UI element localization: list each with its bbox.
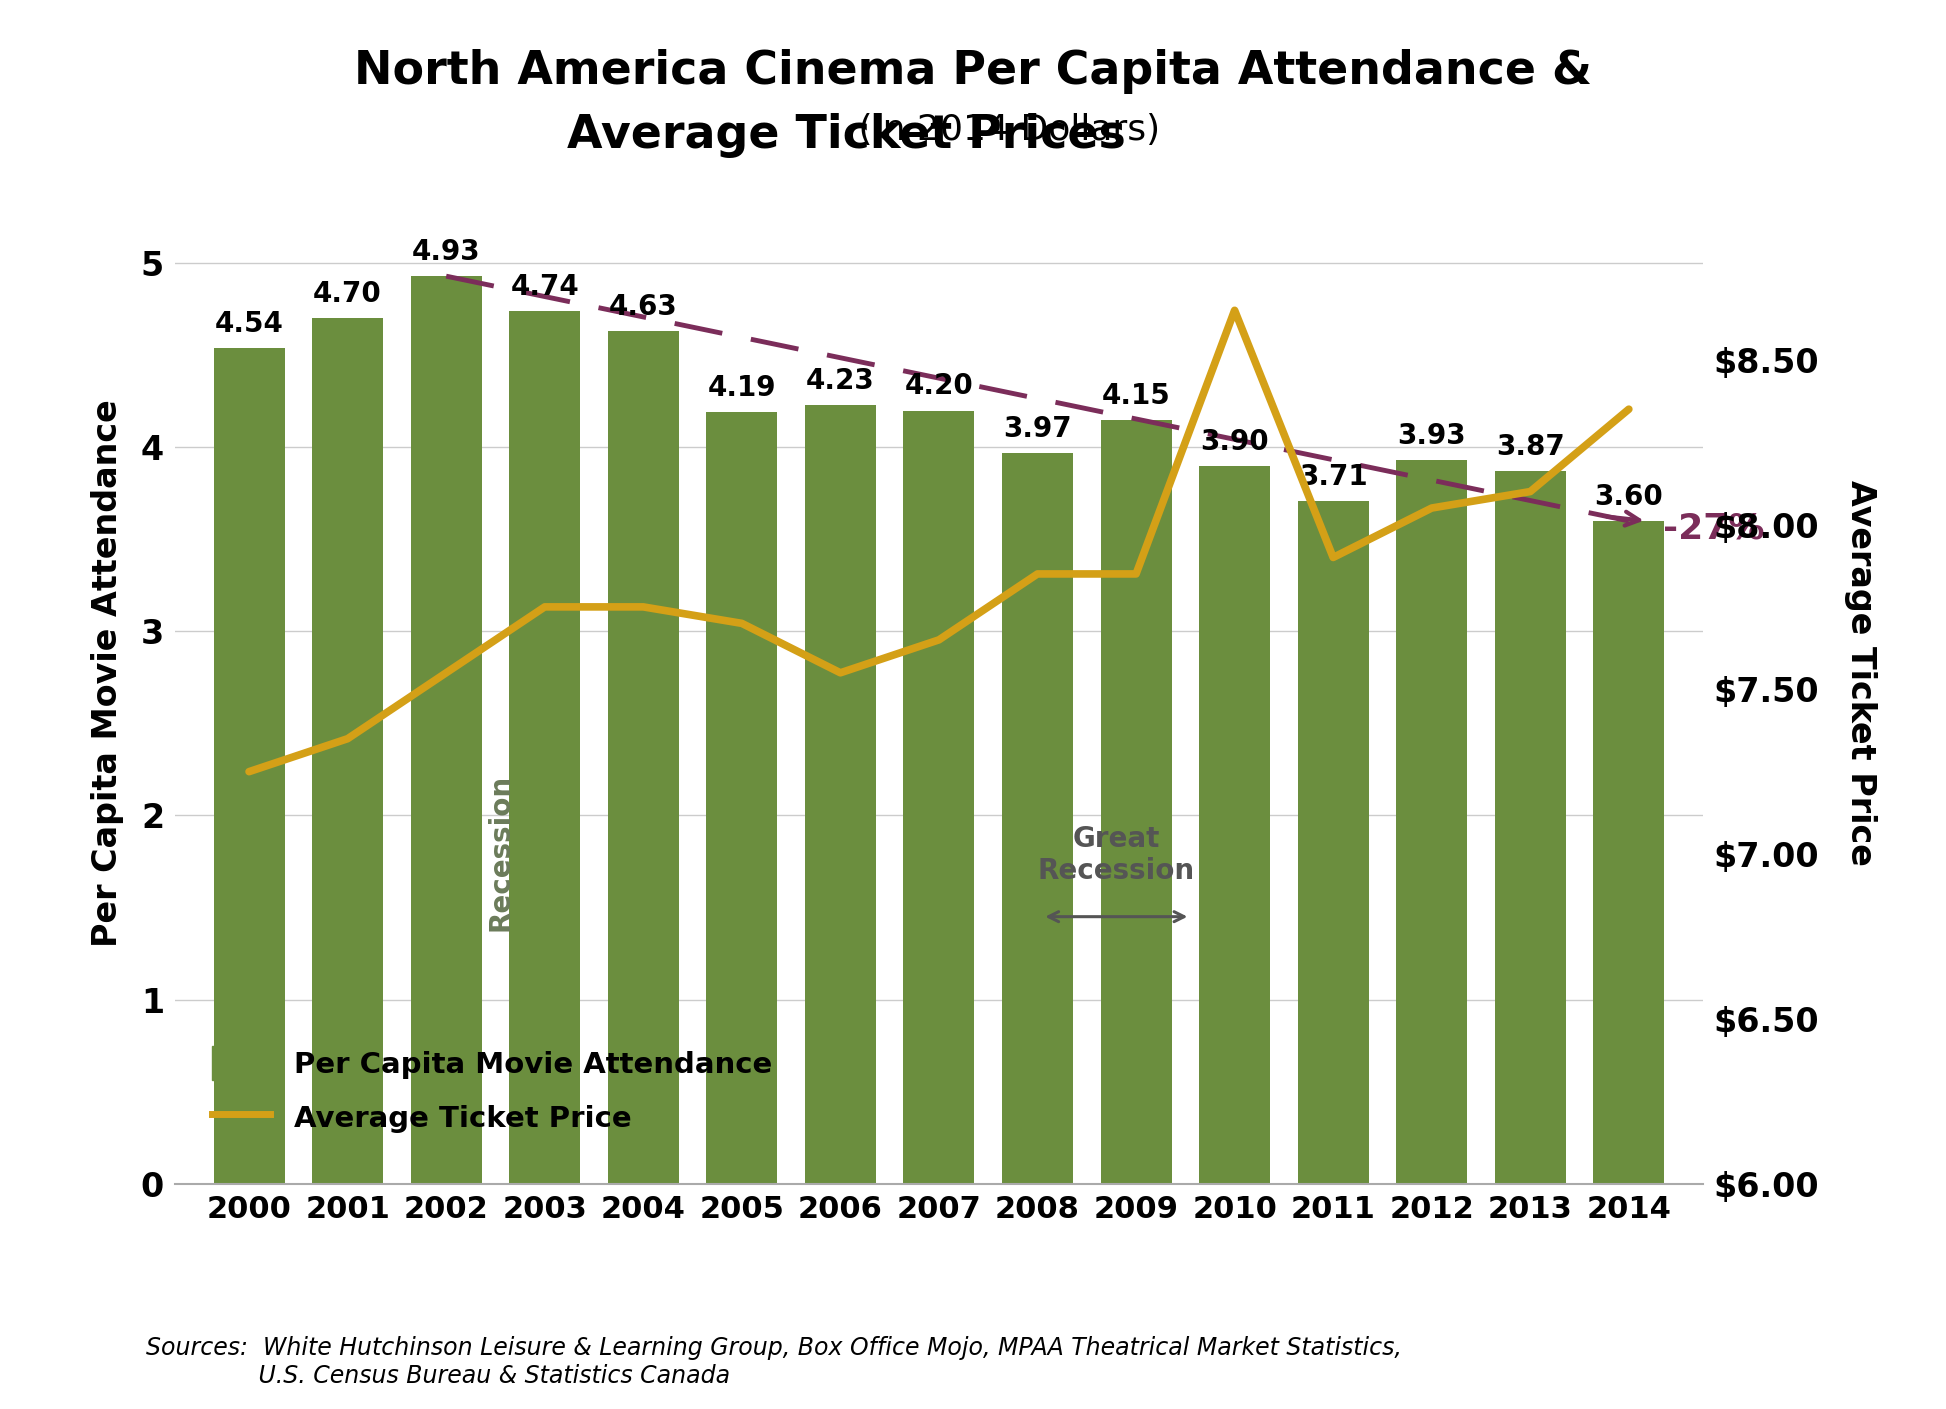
Text: Average Ticket Prices: Average Ticket Prices — [566, 113, 1127, 158]
Bar — [1199, 466, 1271, 1184]
Text: 4.19: 4.19 — [708, 375, 776, 402]
Bar — [607, 331, 679, 1184]
Bar — [1594, 521, 1664, 1184]
Text: (in 2014 Dollars): (in 2014 Dollars) — [847, 113, 1160, 147]
Bar — [1395, 461, 1467, 1184]
Text: 4.15: 4.15 — [1101, 382, 1170, 410]
Legend: Per Capita Movie Attendance, Average Ticket Price: Per Capita Movie Attendance, Average Tic… — [197, 1031, 786, 1148]
Y-axis label: Average Ticket Price: Average Ticket Price — [1845, 480, 1878, 865]
Text: 3.90: 3.90 — [1201, 427, 1269, 455]
Bar — [1298, 500, 1368, 1184]
Text: 3.97: 3.97 — [1004, 414, 1072, 442]
Bar — [1002, 452, 1072, 1184]
Y-axis label: Per Capita Movie Attendance: Per Capita Movie Attendance — [91, 399, 125, 947]
Bar — [311, 318, 383, 1184]
Bar — [706, 413, 776, 1184]
Text: -27%: -27% — [1664, 511, 1765, 545]
Text: 4.74: 4.74 — [510, 273, 580, 302]
Text: 3.60: 3.60 — [1594, 483, 1664, 511]
Text: 3.87: 3.87 — [1496, 433, 1565, 461]
Bar — [510, 311, 580, 1184]
Text: North America Cinema Per Capita Attendance &: North America Cinema Per Capita Attendan… — [354, 49, 1592, 94]
Text: 4.54: 4.54 — [214, 310, 284, 338]
Bar — [903, 410, 975, 1184]
Bar — [1495, 471, 1567, 1184]
Text: 4.20: 4.20 — [905, 372, 973, 400]
Text: 4.23: 4.23 — [806, 366, 876, 395]
Text: 4.70: 4.70 — [313, 280, 381, 309]
Text: Sources:  White Hutchinson Leisure & Learning Group, Box Office Mojo, MPAA Theat: Sources: White Hutchinson Leisure & Lear… — [146, 1336, 1401, 1388]
Text: 4.93: 4.93 — [413, 238, 481, 266]
Bar — [411, 276, 483, 1184]
Bar — [214, 348, 284, 1184]
Bar — [1101, 420, 1171, 1184]
Bar — [806, 404, 876, 1184]
Text: Recession: Recession — [486, 774, 514, 931]
Text: Great
Recession: Great Recession — [1037, 826, 1195, 885]
Text: 3.71: 3.71 — [1298, 462, 1368, 490]
Text: 4.63: 4.63 — [609, 293, 677, 321]
Text: 3.93: 3.93 — [1397, 423, 1465, 449]
